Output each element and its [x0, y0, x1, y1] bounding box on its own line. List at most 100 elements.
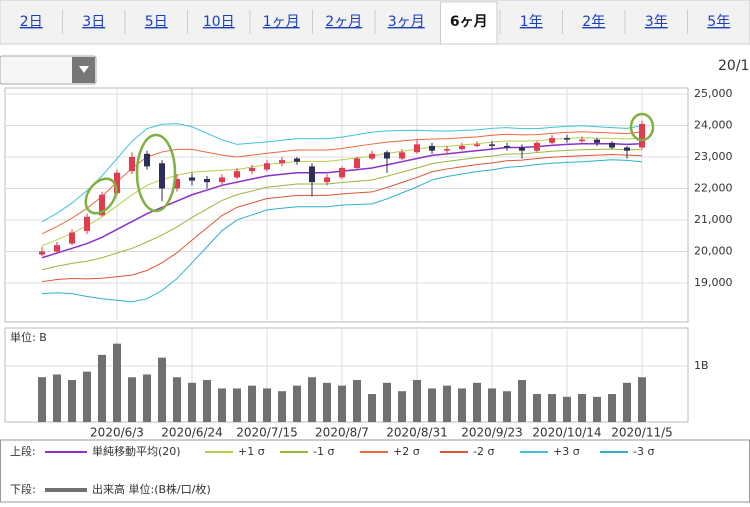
tab[interactable]: 1年	[520, 14, 543, 30]
volume-unit: 単位: B	[10, 330, 47, 344]
candle-body	[54, 245, 60, 252]
x-tick-label: 2020/6/24	[161, 426, 223, 440]
legend-label: 単純移動平均(20)	[92, 444, 181, 458]
x-tick-label: 2020/8/7	[315, 426, 369, 440]
volume-bar	[578, 394, 586, 422]
tab[interactable]: 10日	[203, 14, 235, 30]
tab-active-bg	[440, 1, 498, 45]
volume-bar	[443, 385, 451, 422]
volume-bar	[623, 382, 631, 422]
band-line	[41, 159, 643, 303]
volume-bar	[233, 388, 241, 422]
candle-body	[234, 171, 240, 178]
tab[interactable]: 5日	[145, 14, 168, 30]
volume-bar	[203, 380, 211, 422]
candle-body	[264, 163, 270, 170]
candle-body	[399, 152, 405, 159]
tab[interactable]: 1ヶ月	[263, 14, 300, 30]
candle-body	[114, 172, 120, 194]
candle-body	[519, 147, 525, 151]
tab[interactable]: 5年	[707, 14, 730, 30]
volume-bar	[473, 382, 481, 422]
tab[interactable]: 6ヶ月	[450, 14, 488, 30]
volume-bar	[128, 377, 136, 422]
volume-bar	[188, 382, 196, 422]
legend-title: 上段:	[10, 444, 36, 458]
band-line	[41, 123, 643, 223]
dropdown-arrow	[79, 66, 89, 73]
tab[interactable]: 3年	[645, 14, 668, 30]
candle-body	[474, 144, 480, 146]
candle-body	[534, 142, 540, 151]
annotation-circle	[629, 112, 655, 142]
x-tick-label: 2020/9/23	[461, 426, 523, 440]
tab[interactable]: 3日	[82, 14, 105, 30]
candle-body	[369, 153, 375, 159]
candle-body	[324, 177, 330, 183]
volume-bar	[98, 354, 106, 422]
band-line	[41, 137, 643, 247]
candle-body	[39, 251, 45, 255]
plot: 2日 3日 5日 10日 1ヶ月 2ヶ月 3ヶ月 6ヶ月 1年 2年 3年 5年 19,000 20,00…	[5, 1, 733, 496]
volume-bar	[83, 371, 91, 422]
y-tick-label: 1B	[694, 359, 709, 372]
candle-body	[609, 142, 615, 148]
candle-body	[504, 145, 510, 148]
tab[interactable]: 2日	[20, 14, 43, 30]
volume-bar	[428, 388, 436, 422]
volume-bar	[398, 391, 406, 422]
y-tick-label: 23,000	[694, 150, 733, 163]
x-tick-label: 2020/6/3	[90, 426, 144, 440]
volume-bar	[38, 377, 46, 422]
legend-label: -3 σ	[633, 445, 654, 458]
volume-bar	[518, 380, 526, 422]
volume-bar	[593, 396, 601, 422]
candle-body	[69, 232, 75, 244]
volume-bar	[413, 380, 421, 422]
candle-body	[384, 152, 390, 159]
legend-label: -2 σ	[473, 445, 494, 458]
legend-label: -1 σ	[313, 445, 334, 458]
y-tick-label: 20,000	[694, 244, 733, 257]
legend-label: +3 σ	[553, 445, 580, 458]
volume-bar	[638, 377, 646, 422]
y-tick-label: 19,000	[694, 276, 733, 289]
band-line	[41, 131, 643, 235]
candle-body	[624, 147, 630, 151]
annotation-circle	[84, 177, 118, 215]
candle-body	[459, 145, 465, 150]
volume-bar	[248, 385, 256, 422]
candle-body	[84, 216, 90, 231]
candle-body	[414, 144, 420, 153]
volume-bar	[143, 374, 151, 422]
candle-body	[204, 179, 210, 183]
candle-body	[189, 177, 195, 181]
volume-bar	[173, 377, 181, 422]
candle-body	[129, 156, 135, 172]
candle-body	[354, 158, 360, 168]
candle-body	[174, 179, 180, 189]
candle-body	[444, 149, 450, 151]
volume-bar	[263, 388, 271, 422]
candle-body	[219, 177, 225, 183]
volume-bar	[278, 391, 286, 422]
y-tick-label: 25,000	[694, 87, 733, 100]
legend-label: 出来高 単位:(B株/口/枚)	[92, 482, 211, 496]
tab[interactable]: 2ヶ月	[325, 14, 362, 30]
volume-bar	[323, 382, 331, 422]
y-tick-label: 22,000	[694, 181, 733, 194]
tab[interactable]: 3ヶ月	[388, 14, 425, 30]
candle-body	[294, 158, 300, 162]
volume-bar	[608, 394, 616, 422]
tab[interactable]: 2年	[582, 14, 605, 30]
dropdown[interactable]	[0, 55, 97, 85]
volume-bar	[353, 380, 361, 422]
x-tick-label: 2020/11/5	[611, 426, 673, 440]
volume-bar	[533, 394, 541, 422]
candle-body	[159, 163, 165, 189]
volume-bar	[293, 385, 301, 422]
x-tick-label: 2020/10/14	[532, 426, 601, 440]
volume-panel	[4, 327, 689, 423]
candle-body	[249, 167, 255, 172]
x-tick-label: 2020/8/31	[386, 426, 448, 440]
